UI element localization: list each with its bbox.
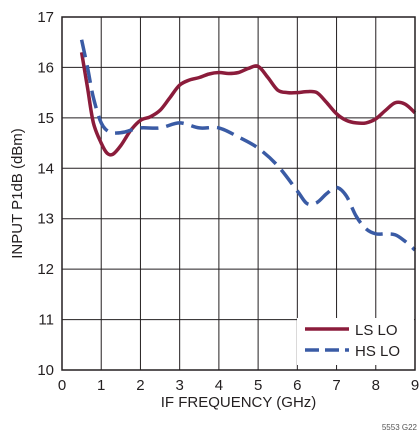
series-line-hs-lo xyxy=(79,39,417,252)
chart-legend: LS LO HS LO xyxy=(297,318,414,365)
series-layer xyxy=(79,39,417,252)
x-tick-label: 2 xyxy=(136,377,144,394)
x-tick-label: 7 xyxy=(332,377,340,394)
x-tick-label: 0 xyxy=(58,377,66,394)
y-tick-label: 12 xyxy=(37,261,54,278)
figure-id: 5553 G22 xyxy=(382,423,418,432)
x-tick-label: 8 xyxy=(372,377,380,394)
legend-background xyxy=(297,318,414,365)
y-axis-label: INPUT P1dB (dBm) xyxy=(9,128,26,259)
chart-grid xyxy=(62,17,415,370)
y-tick-label: 14 xyxy=(37,160,54,177)
x-tick-label: 5 xyxy=(254,377,262,394)
plot-frame xyxy=(61,16,416,371)
y-tick-label: 13 xyxy=(37,211,54,228)
legend-label-hs-lo: HS LO xyxy=(355,343,400,360)
x-tick-label: 4 xyxy=(215,377,223,394)
x-tick-label: 1 xyxy=(97,377,105,394)
x-tick-label: 6 xyxy=(293,377,301,394)
x-axis-label: IF FREQUENCY (GHz) xyxy=(161,394,317,411)
y-tick-label: 10 xyxy=(37,362,54,379)
series-line-ls-lo xyxy=(79,52,417,157)
x-tick-label: 3 xyxy=(175,377,183,394)
x-tick-label: 9 xyxy=(411,377,419,394)
legend-label-ls-lo: LS LO xyxy=(355,322,398,339)
y-tick-label: 15 xyxy=(37,110,54,127)
y-tick-label: 17 xyxy=(37,9,54,26)
y-tick-label: 16 xyxy=(37,59,54,76)
y-tick-label: 11 xyxy=(38,312,54,329)
